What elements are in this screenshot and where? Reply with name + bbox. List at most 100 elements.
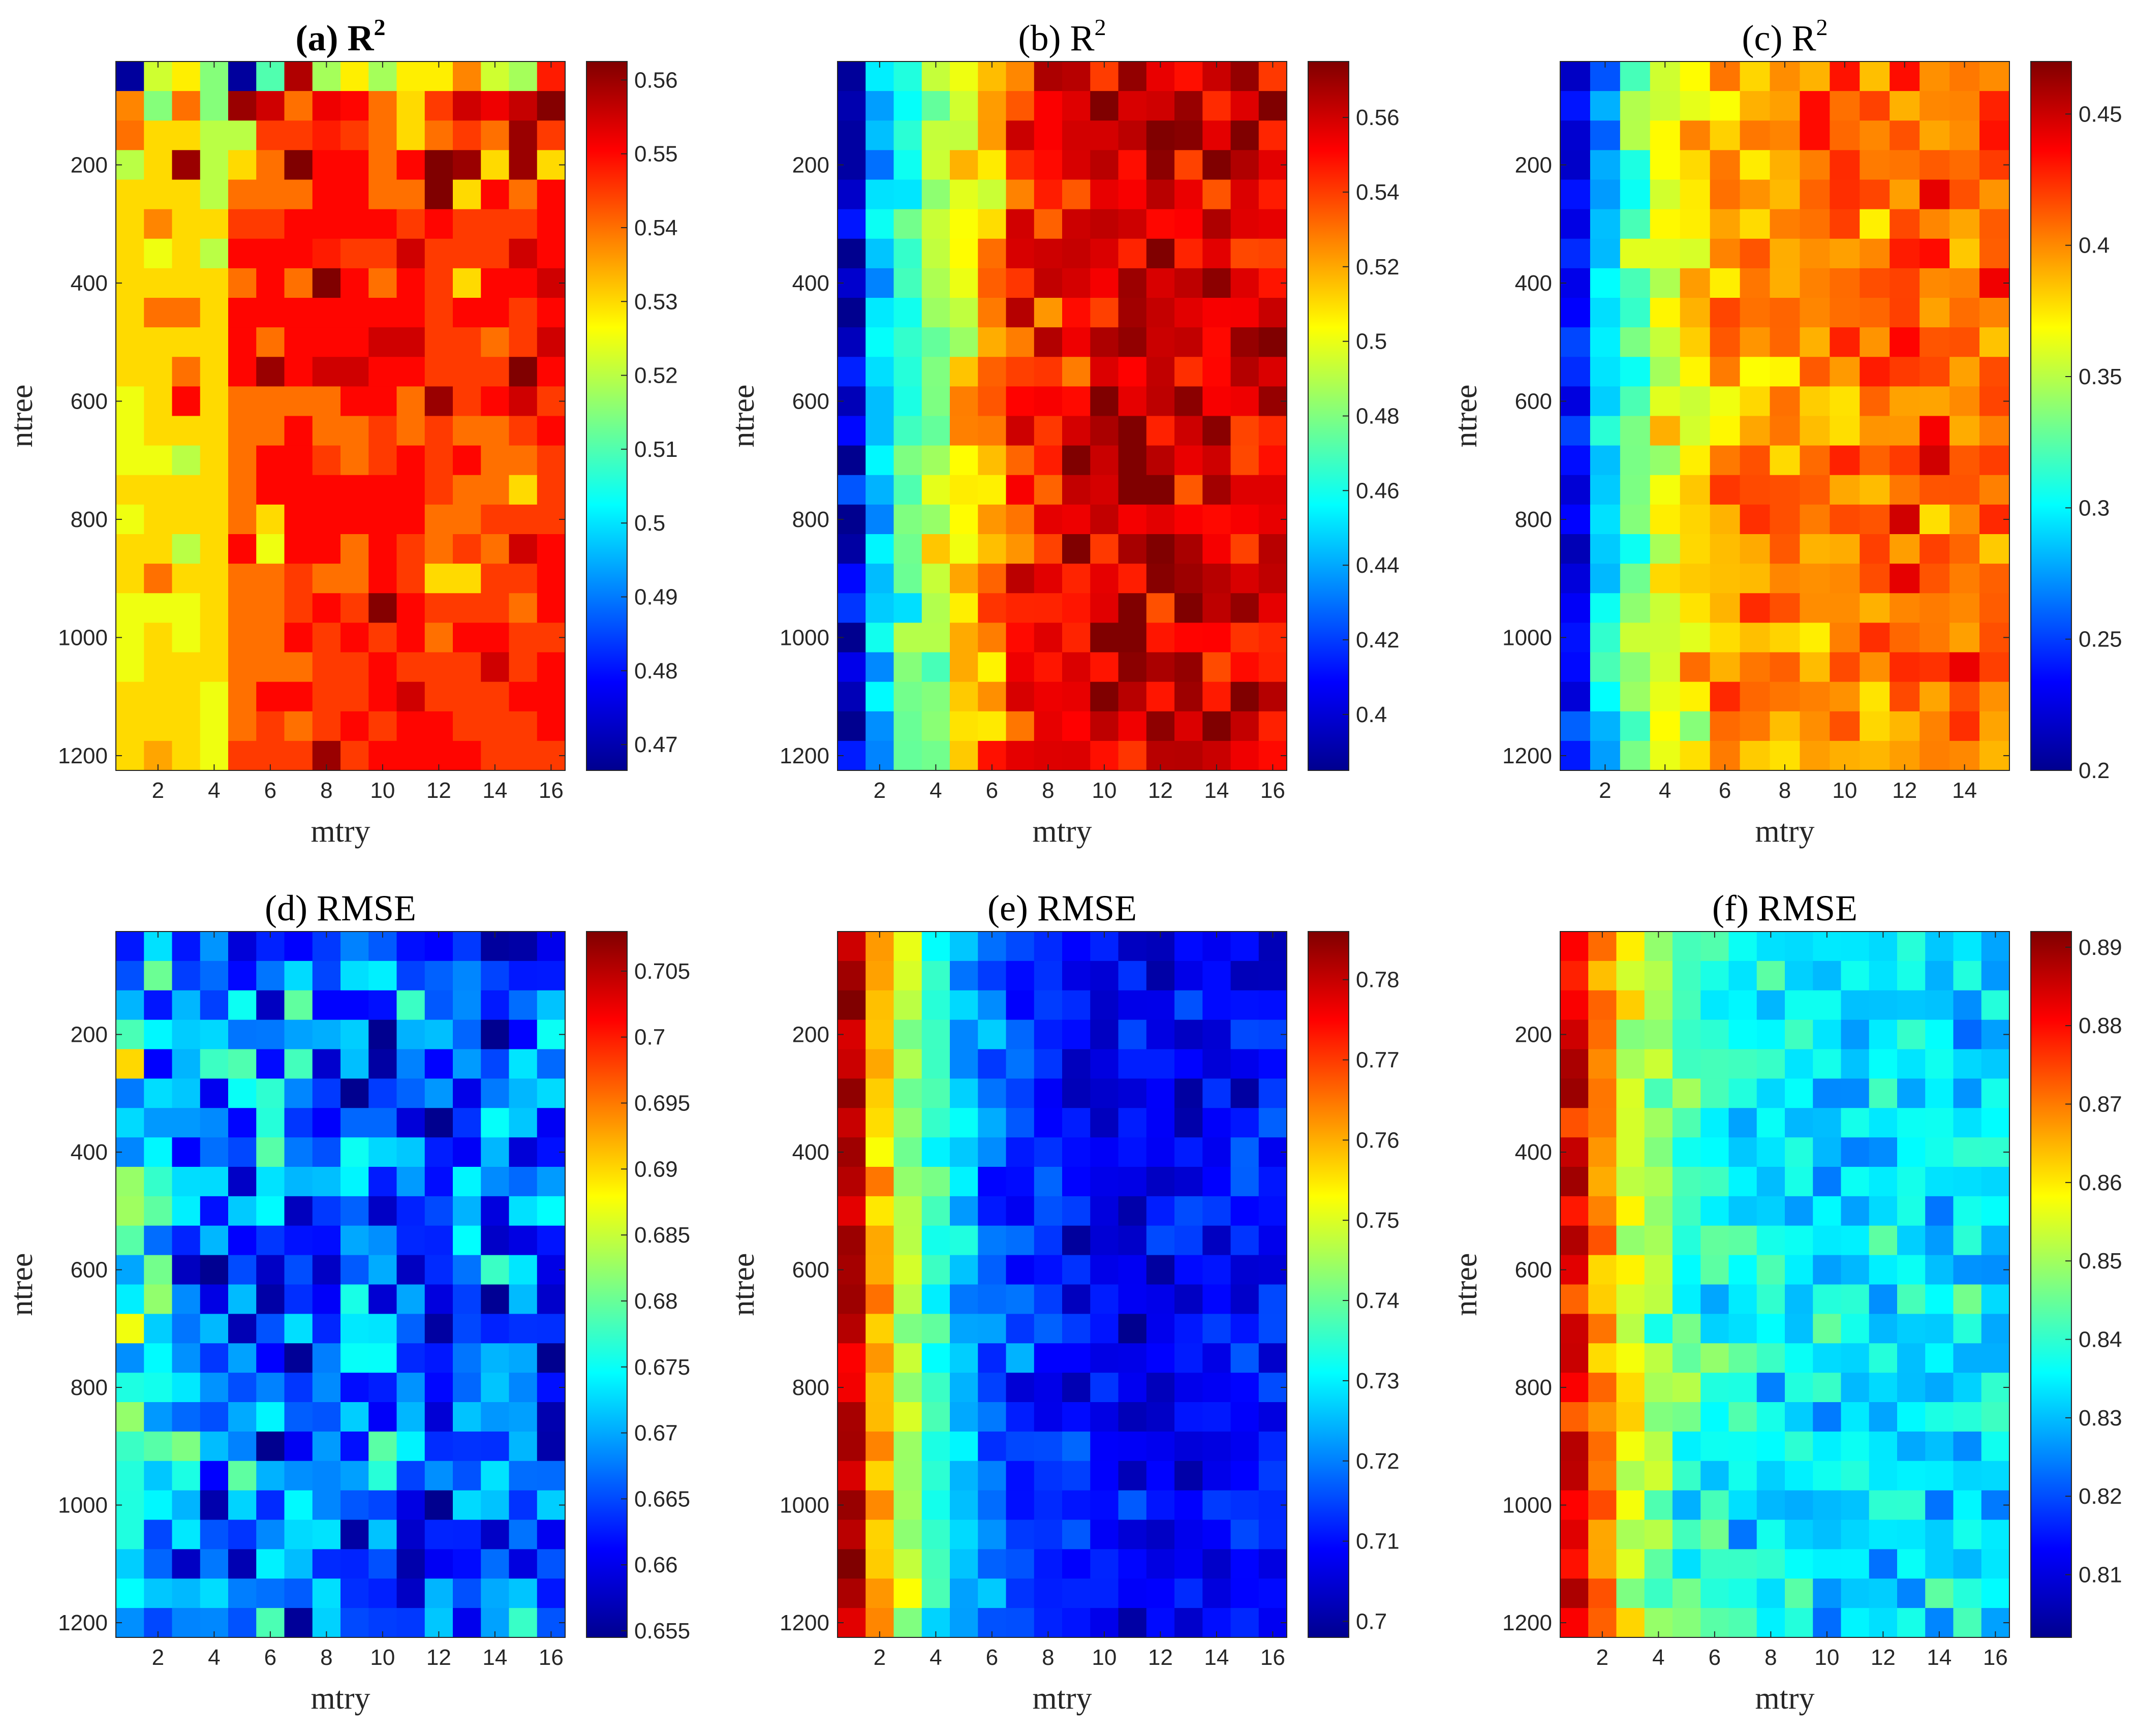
heatmap-cell <box>368 1049 397 1079</box>
heatmap-cell <box>1006 238 1035 269</box>
heatmap-cell <box>1919 386 1950 417</box>
heatmap-cell <box>1202 990 1231 1020</box>
heatmap-cell <box>1813 1402 1842 1432</box>
colorbar-tick-label: 0.695 <box>634 1091 690 1116</box>
heatmap-cell <box>1616 1431 1645 1462</box>
heatmap-cell <box>256 209 285 239</box>
heatmap-cell <box>978 960 1007 991</box>
heatmap-cell <box>1616 1461 1645 1491</box>
heatmap-cell <box>1673 960 1701 991</box>
heatmap-cell <box>1174 1225 1203 1256</box>
heatmap-cell <box>256 1225 285 1256</box>
heatmap-cell <box>396 1343 425 1373</box>
heatmap-cell <box>1062 1078 1091 1108</box>
heatmap-cell <box>340 534 369 564</box>
heatmap-cell <box>424 1137 453 1167</box>
heatmap-cell <box>1146 91 1175 121</box>
heatmap-cell <box>424 1578 453 1608</box>
heatmap-cell <box>1146 1431 1175 1462</box>
heatmap-cell <box>1202 1137 1231 1167</box>
heatmap-cell <box>1979 91 2010 121</box>
heatmap-cell <box>1174 1608 1203 1638</box>
heatmap-cell <box>1700 1078 1729 1108</box>
heatmap-cell <box>1728 990 1757 1020</box>
heatmap-cell <box>1034 1137 1063 1167</box>
heatmap-cell <box>1710 475 1741 505</box>
heatmap-cell <box>1062 327 1091 357</box>
heatmap-cell <box>1673 1137 1701 1167</box>
heatmap-cell <box>1062 681 1091 712</box>
heatmap-cell <box>1785 1284 1813 1314</box>
heatmap-cell <box>172 990 201 1020</box>
heatmap-cell <box>1770 623 1801 653</box>
heatmap-cell <box>950 298 978 328</box>
y-tick-label: 1000 <box>780 1493 829 1518</box>
heatmap-cell <box>1860 504 1890 535</box>
heatmap-cell <box>509 1431 538 1462</box>
heatmap-cell <box>396 593 425 623</box>
heatmap-cell <box>1981 960 2010 991</box>
y-tick-label: 1000 <box>1502 625 1552 650</box>
heatmap-cell <box>950 593 978 623</box>
heatmap-cell <box>116 238 144 269</box>
heatmap-cell <box>228 564 257 594</box>
heatmap-cell <box>838 1578 866 1608</box>
heatmap-cell <box>144 1167 173 1197</box>
y-tick-label: 600 <box>1515 1258 1552 1283</box>
heatmap-cell <box>921 534 950 564</box>
heatmap-cell <box>1616 1049 1645 1079</box>
heatmap-cell <box>1830 681 1860 712</box>
heatmap-cell <box>921 652 950 683</box>
heatmap-cell <box>312 238 341 269</box>
heatmap-cell <box>172 1578 201 1608</box>
heatmap-cell <box>368 357 397 387</box>
heatmap-cell <box>1090 416 1119 446</box>
heatmap-cell <box>228 1520 257 1549</box>
heatmap-cell <box>1230 1196 1259 1226</box>
heatmap-cell <box>144 593 173 623</box>
heatmap-cell <box>509 445 538 476</box>
heatmap-cell <box>340 1343 369 1373</box>
heatmap-cell <box>1590 593 1621 623</box>
y-tick-label: 200 <box>792 1022 829 1047</box>
y-tick-label: 600 <box>71 1258 108 1283</box>
heatmap-cell <box>1770 268 1801 298</box>
heatmap-cell <box>200 1019 229 1050</box>
x-tick-label: 8 <box>1779 778 1791 803</box>
heatmap-cell <box>1006 61 1035 91</box>
heatmap-cell <box>228 1078 257 1108</box>
x-tick-label: 8 <box>1764 1645 1777 1670</box>
heatmap-cell <box>1800 298 1830 328</box>
heatmap-cell <box>1897 960 1926 991</box>
heatmap-cell <box>537 91 566 121</box>
heatmap-cell <box>284 1461 313 1491</box>
x-tick-label: 2 <box>1599 778 1611 803</box>
heatmap-cell <box>1006 445 1035 476</box>
heatmap-cell <box>1230 504 1259 535</box>
heatmap-cell <box>950 932 978 962</box>
heatmap-cell <box>1202 534 1231 564</box>
heatmap-cell <box>1230 445 1259 476</box>
heatmap-cell <box>1230 1019 1259 1050</box>
heatmap-cell <box>368 268 397 298</box>
colorbar-tick-label: 0.685 <box>634 1223 690 1248</box>
heatmap-cell <box>1710 416 1741 446</box>
heatmap-cell <box>1006 268 1035 298</box>
heatmap-cell <box>1800 711 1830 741</box>
heatmap-cell <box>1230 1373 1259 1403</box>
heatmap-cell <box>453 1520 481 1549</box>
heatmap-cell <box>396 1196 425 1226</box>
heatmap-cell <box>453 475 481 505</box>
heatmap-cell <box>865 1578 894 1608</box>
heatmap-cell <box>1202 1019 1231 1050</box>
heatmap-cell <box>1650 564 1681 594</box>
heatmap-cell <box>950 445 978 476</box>
heatmap-cell <box>1841 1608 1870 1638</box>
heatmap-cell <box>950 1343 978 1373</box>
heatmap-cell <box>1560 61 1591 91</box>
heatmap-cell <box>1728 1431 1757 1462</box>
heatmap-cell <box>1258 711 1287 741</box>
heatmap-cell <box>312 1196 341 1226</box>
heatmap-cell <box>1785 1520 1813 1549</box>
heatmap-cell <box>1728 1108 1757 1138</box>
